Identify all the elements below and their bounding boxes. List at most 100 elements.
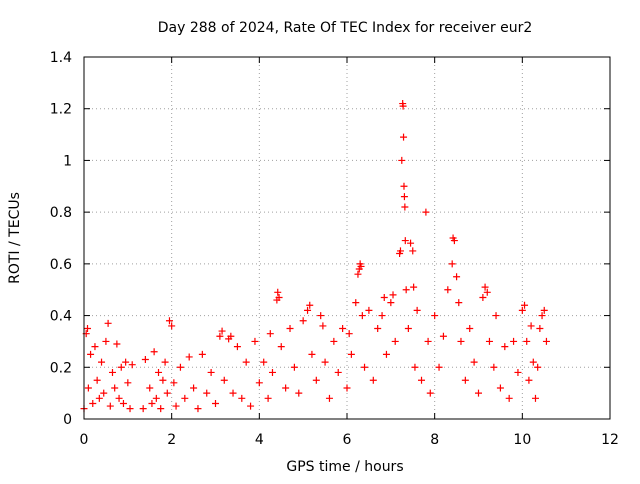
- data-point: [400, 133, 408, 141]
- y-tick-label: 1: [63, 153, 72, 169]
- data-point: [505, 394, 513, 402]
- data-point: [481, 283, 489, 291]
- data-point: [299, 317, 307, 325]
- data-point: [203, 389, 211, 397]
- data-point: [400, 182, 408, 190]
- data-point: [251, 337, 259, 345]
- data-point: [161, 358, 169, 366]
- data-point: [343, 384, 351, 392]
- data-point: [525, 376, 533, 384]
- data-point: [439, 332, 447, 340]
- x-tick-label: 6: [343, 432, 352, 448]
- data-point: [87, 350, 95, 358]
- data-point: [479, 293, 487, 301]
- data-point: [426, 389, 434, 397]
- data-point: [290, 363, 298, 371]
- data-point: [176, 363, 184, 371]
- data-point: [453, 273, 461, 281]
- data-point: [398, 156, 406, 164]
- data-point: [317, 312, 325, 320]
- data-point: [89, 399, 97, 407]
- data-point: [264, 394, 272, 402]
- data-point: [84, 325, 92, 332]
- data-point: [400, 193, 408, 201]
- data-point: [102, 337, 110, 345]
- data-point: [369, 376, 377, 384]
- data-point: [227, 332, 235, 340]
- data-point: [98, 358, 106, 366]
- data-point: [352, 299, 360, 307]
- data-point: [207, 368, 215, 376]
- axis-ticks: [83, 56, 611, 420]
- data-point: [268, 368, 276, 376]
- data-point: [461, 376, 469, 384]
- chart-title: Day 288 of 2024, Rate Of TEC Index for r…: [158, 20, 533, 36]
- x-tick-labels: 0 2 4 6 8 10 12: [80, 432, 619, 448]
- data-point: [354, 270, 362, 278]
- data-point: [150, 348, 158, 356]
- y-tick-label: 0.6: [50, 257, 72, 273]
- data-point: [148, 399, 156, 407]
- data-point: [126, 405, 134, 413]
- data-point: [529, 358, 537, 366]
- y-tick-label: 0.4: [50, 309, 72, 325]
- data-point: [411, 363, 419, 371]
- data-point: [242, 358, 250, 366]
- data-point: [501, 343, 509, 351]
- x-tick-label: 0: [80, 432, 89, 448]
- data-point: [190, 384, 198, 392]
- data-point: [374, 325, 382, 332]
- data-point: [410, 283, 418, 291]
- data-point: [409, 247, 417, 255]
- data-point: [282, 384, 290, 392]
- data-point: [220, 376, 228, 384]
- data-point: [141, 356, 149, 364]
- data-point: [295, 389, 303, 397]
- grid-lines: [84, 57, 610, 419]
- y-tick-label: 0: [63, 412, 72, 428]
- data-point: [457, 337, 465, 345]
- data-point: [212, 399, 219, 407]
- data-point: [538, 312, 546, 320]
- x-tick-label: 10: [513, 432, 531, 448]
- data-point: [165, 317, 173, 325]
- data-point: [185, 353, 193, 361]
- data-point: [84, 384, 92, 392]
- data-point: [104, 319, 112, 327]
- data-point: [450, 237, 458, 245]
- data-point: [483, 288, 491, 296]
- data-point: [435, 363, 443, 371]
- data-point: [536, 325, 544, 332]
- data-point: [321, 358, 329, 366]
- data-point: [492, 312, 500, 320]
- data-point: [306, 301, 314, 309]
- data-point: [194, 405, 202, 413]
- data-point: [542, 337, 550, 345]
- data-point: [399, 102, 407, 110]
- data-point: [455, 299, 463, 307]
- x-axis-label: GPS time / hours: [286, 459, 403, 475]
- data-point: [387, 299, 395, 307]
- data-point: [396, 247, 404, 255]
- data-point: [361, 363, 369, 371]
- data-point: [401, 237, 409, 245]
- y-axis-label: ROTI / TECUs: [7, 192, 23, 284]
- data-point: [358, 312, 366, 320]
- data-point: [304, 306, 312, 314]
- data-point: [382, 350, 390, 358]
- data-point: [155, 368, 163, 376]
- data-point: [380, 293, 388, 301]
- data-point: [357, 262, 365, 270]
- data-point: [514, 368, 522, 376]
- data-point: [159, 376, 167, 384]
- data-point: [466, 325, 474, 332]
- y-tick-label: 0.8: [50, 205, 72, 221]
- data-point: [521, 301, 529, 309]
- data-point: [91, 343, 99, 351]
- data-point: [108, 368, 116, 376]
- data-point: [238, 394, 246, 402]
- data-point: [274, 288, 282, 296]
- data-point: [308, 350, 316, 358]
